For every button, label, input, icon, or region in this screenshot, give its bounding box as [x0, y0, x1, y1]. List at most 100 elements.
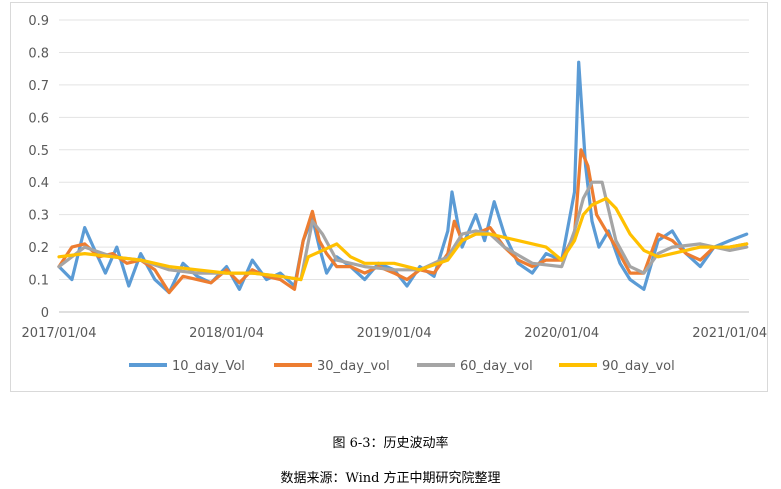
data-point [392, 268, 396, 272]
data-point [83, 226, 86, 229]
data-point [83, 242, 86, 246]
data-point [392, 271, 396, 275]
data-point [335, 258, 338, 262]
data-point [745, 245, 748, 249]
data-point [418, 265, 422, 268]
data-point [363, 262, 366, 265]
data-point [503, 232, 506, 236]
data-point [446, 229, 450, 233]
data-point [115, 245, 119, 249]
data-point [531, 271, 534, 275]
data-point [195, 271, 199, 275]
data-point [699, 265, 702, 268]
data-point [293, 288, 296, 291]
data-point [600, 181, 604, 184]
data-point [363, 265, 366, 268]
data-point [531, 265, 534, 268]
data-point [195, 278, 199, 281]
data-point [531, 262, 534, 265]
data-point [671, 245, 674, 249]
data-point [153, 278, 157, 281]
data-point [642, 249, 646, 252]
data-point [325, 271, 328, 275]
data-point [432, 271, 436, 275]
data-point [335, 242, 338, 246]
data-point [167, 291, 171, 294]
legend-label: 60_day_vol [460, 359, 533, 374]
data-point [299, 278, 303, 281]
data-point [279, 271, 282, 275]
legend-label: 30_day_vol [317, 359, 390, 374]
data-point [544, 252, 548, 255]
y-tick-label: 0.1 [28, 274, 49, 289]
data-point [573, 190, 576, 194]
y-axis-ticks: 0 0.1 0.2 0.3 0.4 0.5 0.6 0.7 0.8 0.9 [28, 14, 49, 321]
data-point [57, 265, 61, 268]
data-point [642, 288, 646, 291]
data-point [460, 232, 464, 236]
data-point [628, 232, 632, 236]
y-tick-label: 0.3 [28, 209, 49, 224]
data-point [450, 190, 454, 194]
y-tick-label: 0.5 [28, 144, 49, 159]
x-tick-label: 2018/01/04 [189, 326, 264, 341]
data-point [590, 203, 594, 207]
data-point [577, 60, 580, 64]
data-point [318, 239, 321, 242]
data-point [302, 239, 305, 242]
data-point [251, 268, 254, 272]
data-point [405, 278, 409, 281]
data-point [83, 252, 86, 255]
x-tick-label: 2017/01/04 [22, 326, 97, 341]
series-lines [57, 60, 749, 295]
data-point [363, 271, 366, 275]
data-point [125, 262, 129, 265]
volatility-line-chart: 00.10.20.30.40.50.60.70.80.9 2017/01/04 2… [22, 14, 767, 374]
data-point [325, 252, 328, 255]
data-point [251, 271, 254, 275]
data-point [614, 239, 618, 242]
data-point [488, 232, 492, 236]
data-point [139, 252, 142, 255]
data-point [605, 229, 608, 233]
data-point [321, 232, 324, 236]
data-point [195, 268, 199, 272]
data-point [279, 275, 282, 278]
data-point [656, 232, 660, 236]
legend-label: 90_day_vol [602, 359, 675, 374]
data-point [405, 284, 409, 288]
data-point [225, 265, 228, 268]
series-line-10_day_Vol [57, 60, 749, 295]
data-point [483, 239, 486, 242]
data-point [642, 271, 646, 275]
x-tick-label: 2021/01/04 [692, 326, 767, 341]
y-tick-label: 0.4 [28, 176, 49, 191]
data-point [92, 245, 95, 249]
data-point [728, 245, 731, 249]
data-point [153, 268, 157, 272]
data-point [311, 210, 314, 213]
data-point [195, 275, 199, 278]
data-point [392, 262, 396, 265]
data-point [628, 265, 632, 268]
data-point [474, 232, 478, 236]
data-point [460, 245, 464, 249]
data-point [582, 197, 585, 200]
data-point [573, 239, 576, 242]
data-point [544, 245, 548, 249]
legend: 10_day_Vol 30_day_vol 60_day_vol 90_day_vol [129, 359, 675, 374]
x-axis-ticks: 2017/01/04 2018/01/04 2019/01/04 2020/01/04… [22, 326, 767, 341]
data-point [238, 281, 241, 284]
legend-label: 10_day_Vol [172, 359, 245, 374]
data-point [671, 229, 674, 233]
data-point [488, 226, 492, 229]
data-point [582, 213, 585, 216]
data-point [139, 258, 142, 262]
data-point [225, 268, 228, 272]
y-tick-label: 0.8 [28, 46, 49, 61]
data-point [238, 288, 241, 291]
data-point [628, 278, 632, 281]
series-line-90_day_vol [57, 196, 749, 282]
data-point [321, 249, 324, 252]
data-point [579, 148, 583, 151]
